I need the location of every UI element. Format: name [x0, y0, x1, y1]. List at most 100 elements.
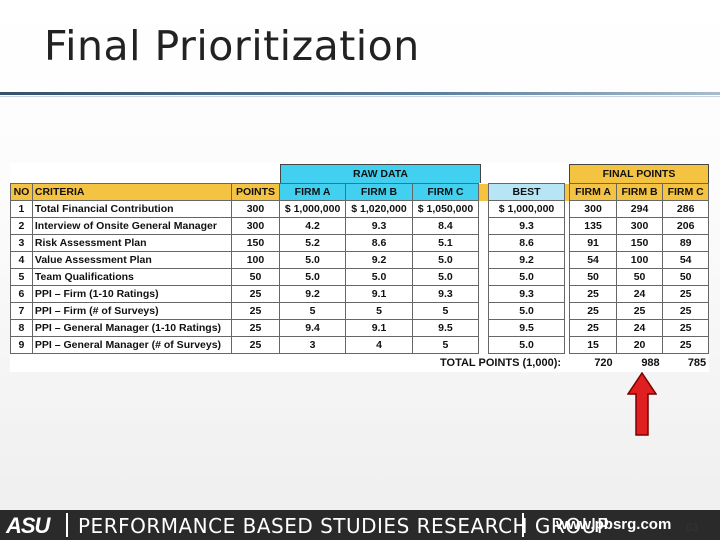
criteria-cell: PPI – General Manager (1-10 Ratings) [31, 319, 233, 337]
table-row: 4 Value Assessment Plan 100 5.0 9.2 5.0 9.2 54 1… [10, 251, 709, 269]
final-firm-b-cell: 24 [615, 319, 664, 337]
total-firm-c: 785 [687, 357, 707, 369]
points-cell: 300 [231, 217, 280, 235]
raw-firm-a-cell: 9.2 [278, 285, 347, 303]
final-firm-a-cell: 50 [569, 268, 617, 286]
points-cell: 100 [231, 251, 280, 269]
raw-firm-a-cell: 4.2 [278, 217, 347, 235]
criteria-cell: PPI – Firm (1-10 Ratings) [31, 285, 233, 303]
column-gap [564, 302, 570, 320]
raw-firm-a-cell: 5.2 [278, 234, 347, 252]
raw-firm-b-cell: 8.6 [345, 234, 413, 252]
raw-firm-b-cell: 5 [345, 302, 413, 320]
slide-title: Final Prioritization [44, 22, 420, 70]
footer-divider [522, 513, 524, 537]
raw-firm-b-cell: 9.3 [345, 217, 413, 235]
best-cell: 5.0 [487, 302, 566, 320]
final-firm-c-cell: 25 [662, 285, 709, 303]
column-gap [478, 251, 489, 269]
final-firm-c-cell: 54 [662, 251, 709, 269]
final-firm-a-cell: 91 [569, 234, 617, 252]
final-firm-a-cell: 15 [569, 336, 617, 354]
row-number: 9 [10, 336, 33, 354]
header-firm-a: FIRM A [278, 183, 347, 201]
table-row: 9 PPI – General Manager (# of Surveys) 25 3… [10, 336, 709, 354]
table-row: 6 PPI – Firm (1-10 Ratings) 25 9.2 9.1 9.3 9.3… [10, 285, 709, 303]
raw-firm-b-cell: 9.1 [345, 285, 413, 303]
final-firm-b-cell: 100 [615, 251, 664, 269]
total-firm-a: 720 [594, 357, 613, 369]
raw-firm-b-cell: 4 [345, 336, 413, 354]
final-firm-c-cell: 206 [662, 217, 709, 235]
header-final-firm-c: FIRM C [662, 183, 709, 201]
final-firm-b-cell: 150 [615, 234, 664, 252]
final-firm-c-cell: 286 [662, 200, 709, 218]
row-number: 2 [10, 217, 33, 235]
header-criteria: CRITERIA [31, 183, 233, 201]
final-firm-b-cell: 20 [615, 336, 664, 354]
column-gap [478, 336, 489, 354]
row-number: 6 [10, 285, 33, 303]
raw-firm-a-cell: 5.0 [278, 268, 347, 286]
raw-firm-a-cell: 9.4 [278, 319, 347, 337]
raw-data-band: RAW DATA [280, 164, 481, 183]
raw-firm-c-cell: $ 1,050,000 [411, 200, 480, 218]
raw-firm-b-cell: 5.0 [345, 268, 413, 286]
header-final-firm-b: FIRM B [615, 183, 664, 201]
table-header-row: NO CRITERIA POINTS FIRM A FIRM B FIRM C … [10, 183, 709, 201]
raw-firm-c-cell: 9.5 [411, 319, 480, 337]
row-number: 3 [10, 234, 33, 252]
table-row: 2 Interview of Onsite General Manager 300 4… [10, 217, 709, 235]
column-gap [564, 234, 570, 252]
title-divider-shadow [0, 96, 720, 97]
column-gap [478, 285, 489, 303]
header-firm-b: FIRM B [345, 183, 413, 201]
points-cell: 25 [231, 336, 280, 354]
raw-firm-c-cell: 8.4 [411, 217, 480, 235]
raw-firm-c-cell: 5.0 [411, 251, 480, 269]
criteria-cell: Value Assessment Plan [31, 251, 233, 269]
raw-firm-c-cell: 5.0 [411, 268, 480, 286]
column-gap [478, 217, 489, 235]
criteria-cell: PPI – Firm (# of Surveys) [31, 302, 233, 320]
raw-firm-b-cell: 9.2 [345, 251, 413, 269]
final-firm-a-cell: 135 [569, 217, 617, 235]
best-cell: 9.3 [487, 285, 566, 303]
points-cell: 300 [231, 200, 280, 218]
total-points-label: TOTAL POINTS (1,000): [440, 357, 562, 369]
logo-divider [66, 513, 68, 537]
table-row: 7 PPI – Firm (# of Surveys) 25 5 5 5 5.0 25 25 25 [10, 302, 709, 320]
website-link[interactable]: www.pbsrg.com [556, 516, 672, 533]
row-number: 8 [10, 319, 33, 337]
points-cell: 25 [231, 319, 280, 337]
raw-firm-b-cell: $ 1,020,000 [345, 200, 413, 218]
final-firm-b-cell: 24 [615, 285, 664, 303]
page-number: 63 [686, 522, 699, 534]
table-row: 1 Total Financial Contribution 300 $ 1,000,… [10, 200, 709, 218]
final-firm-c-cell: 89 [662, 234, 709, 252]
table-row: 5 Team Qualifications 50 5.0 5.0 5.0 5.0 50 50 50 [10, 268, 709, 286]
points-cell: 25 [231, 302, 280, 320]
best-cell: 9.2 [487, 251, 566, 269]
final-firm-a-cell: 25 [569, 319, 617, 337]
column-gap [564, 217, 570, 235]
column-gap [564, 319, 570, 337]
final-firm-c-cell: 25 [662, 319, 709, 337]
column-gap [564, 336, 570, 354]
column-gap [478, 183, 489, 201]
final-firm-b-cell: 300 [615, 217, 664, 235]
header-no: NO [10, 183, 33, 201]
criteria-cell: Team Qualifications [31, 268, 233, 286]
final-firm-b-cell: 50 [615, 268, 664, 286]
points-cell: 150 [231, 234, 280, 252]
best-cell: 9.5 [487, 319, 566, 337]
best-cell: $ 1,000,000 [487, 200, 566, 218]
final-firm-b-cell: 25 [615, 302, 664, 320]
criteria-cell: Risk Assessment Plan [31, 234, 233, 252]
table-row: 3 Risk Assessment Plan 150 5.2 8.6 5.1 8.6 91 15… [10, 234, 709, 252]
final-firm-a-cell: 300 [569, 200, 617, 218]
column-gap [564, 200, 570, 218]
column-gap [478, 234, 489, 252]
criteria-cell: PPI – General Manager (# of Surveys) [31, 336, 233, 354]
raw-firm-a-cell: 5 [278, 302, 347, 320]
